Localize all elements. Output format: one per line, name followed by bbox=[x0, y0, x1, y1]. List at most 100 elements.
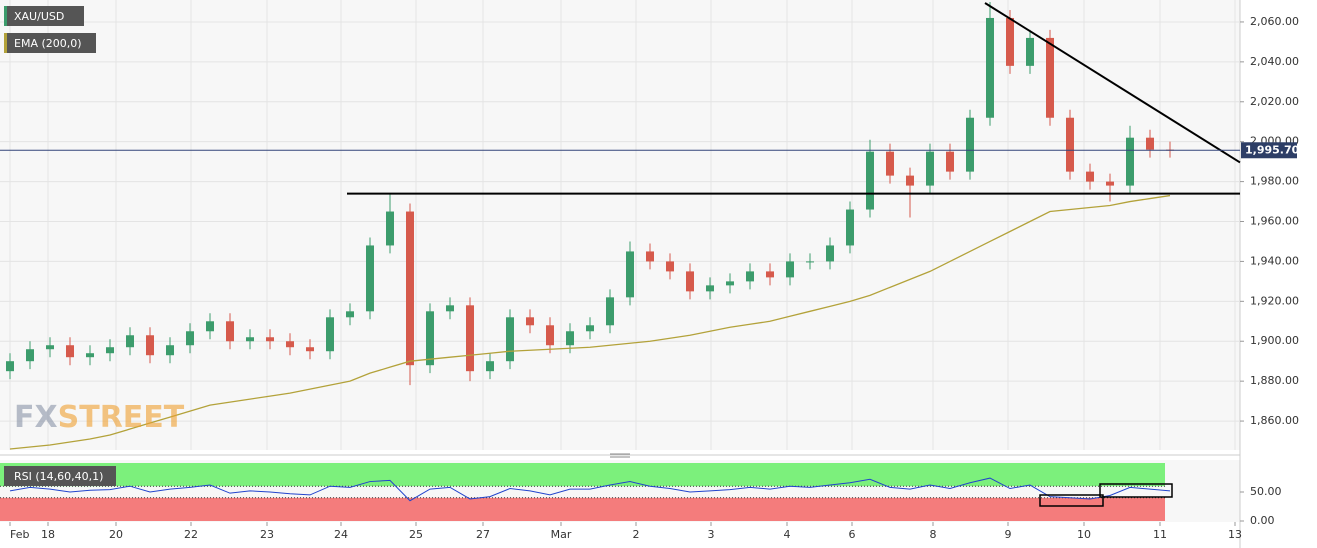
last-price-badge bbox=[1241, 142, 1297, 159]
x-tick-label: 9 bbox=[1005, 528, 1012, 541]
legend-box bbox=[4, 33, 96, 53]
legend-label: EMA (200,0) bbox=[14, 37, 82, 50]
candle-body bbox=[326, 317, 334, 352]
x-tick-label: 6 bbox=[849, 528, 856, 541]
legend-swatch bbox=[4, 33, 7, 53]
candle-body bbox=[746, 271, 754, 282]
candle-body bbox=[386, 211, 394, 246]
candle-body bbox=[466, 305, 474, 372]
y-tick-label: 1,940.00 bbox=[1250, 254, 1299, 267]
legend-label: XAU/USD bbox=[14, 10, 64, 23]
candle-body bbox=[666, 261, 674, 272]
rsi-title: RSI (14,60,40,1) bbox=[14, 470, 103, 483]
x-tick-label: 23 bbox=[260, 528, 274, 541]
x-tick-label: 4 bbox=[784, 528, 791, 541]
candle-body bbox=[806, 261, 814, 263]
legend-box bbox=[4, 6, 84, 26]
grid bbox=[0, 0, 1240, 521]
candle-body bbox=[1066, 117, 1074, 172]
candle-body bbox=[926, 151, 934, 186]
candle-body bbox=[366, 245, 374, 312]
candle-body bbox=[166, 345, 174, 356]
candle-body bbox=[6, 361, 14, 372]
watermark-part: FX bbox=[14, 400, 58, 435]
candle-body bbox=[1126, 137, 1134, 186]
x-tick-label: 13 bbox=[1228, 528, 1242, 541]
candle-body bbox=[286, 341, 294, 348]
last-price-label: 1,995.70 bbox=[1245, 143, 1300, 156]
candle-body bbox=[646, 251, 654, 262]
x-tick-label: 18 bbox=[41, 528, 55, 541]
candle-body bbox=[1006, 17, 1014, 66]
candle-body bbox=[726, 281, 734, 286]
annotation-box bbox=[1039, 494, 1104, 507]
candle-body bbox=[86, 353, 94, 358]
candle-body bbox=[26, 349, 34, 362]
y-tick-label: 1,960.00 bbox=[1250, 215, 1299, 228]
candle-body bbox=[246, 337, 254, 342]
y-tick-label: 1,860.00 bbox=[1250, 414, 1299, 427]
marks bbox=[6, 1, 1174, 502]
y-tick-label: 2,020.00 bbox=[1250, 95, 1299, 108]
candle-body bbox=[406, 211, 414, 366]
x-tick-label: 2 bbox=[633, 528, 640, 541]
x-tick-label: 3 bbox=[708, 528, 715, 541]
rsi-overbought-zone bbox=[0, 463, 1165, 487]
plot-area bbox=[0, 0, 1240, 450]
x-tick-label: Mar bbox=[551, 528, 572, 541]
candle-body bbox=[1046, 37, 1054, 118]
candle-body bbox=[986, 17, 994, 118]
candle-body bbox=[46, 345, 54, 350]
legend-swatch bbox=[4, 6, 7, 26]
candle-body bbox=[866, 151, 874, 210]
x-tick-label: 11 bbox=[1153, 528, 1167, 541]
candle-body bbox=[906, 175, 914, 186]
candle-body bbox=[306, 347, 314, 352]
candle-body bbox=[66, 345, 74, 358]
candle-body bbox=[106, 347, 114, 354]
rsi-oversold-zone bbox=[0, 497, 1165, 521]
x-tick-label: 25 bbox=[409, 528, 423, 541]
x-tick-label: 27 bbox=[476, 528, 490, 541]
candle-body bbox=[126, 335, 134, 348]
candle-body bbox=[1086, 171, 1094, 182]
trend-line bbox=[984, 2, 1241, 164]
candle-body bbox=[486, 361, 494, 372]
y-tick-label: 1,980.00 bbox=[1250, 175, 1299, 188]
candle-body bbox=[1106, 181, 1114, 186]
candle-body bbox=[426, 311, 434, 366]
y-tick-label: 1,880.00 bbox=[1250, 374, 1299, 387]
candle-body bbox=[786, 261, 794, 278]
candle-body bbox=[686, 271, 694, 292]
watermark-part: STREET bbox=[58, 400, 185, 435]
x-tick-label: 24 bbox=[334, 528, 348, 541]
rsi-line bbox=[9, 477, 1171, 502]
x-tick-label: 10 bbox=[1077, 528, 1091, 541]
candle-body bbox=[346, 311, 354, 318]
annotation-box bbox=[1099, 483, 1173, 498]
candle-body bbox=[626, 251, 634, 298]
x-tick-label: 20 bbox=[109, 528, 123, 541]
y-tick-label: 2,060.00 bbox=[1250, 15, 1299, 28]
candle-body bbox=[506, 317, 514, 362]
x-tick-label: 22 bbox=[184, 528, 198, 541]
candle-body bbox=[606, 297, 614, 326]
y-tick-label: 1,920.00 bbox=[1250, 294, 1299, 307]
candle-body bbox=[1146, 137, 1154, 150]
candle-body bbox=[766, 271, 774, 278]
candle-body bbox=[966, 117, 974, 172]
candle-body bbox=[846, 209, 854, 246]
candle-body bbox=[586, 325, 594, 332]
candle-body bbox=[1026, 37, 1034, 66]
legend: XAU/USD EMA (200,0) RSI (14,60,40,1) bbox=[4, 6, 116, 486]
candle-body bbox=[886, 151, 894, 176]
candle-body bbox=[146, 335, 154, 356]
candle-body bbox=[546, 325, 554, 346]
candle-body bbox=[826, 245, 834, 262]
candle-body bbox=[226, 321, 234, 342]
candle-body bbox=[446, 305, 454, 312]
candle-body bbox=[526, 317, 534, 326]
legend-box bbox=[4, 466, 116, 486]
watermark: FXSTREET bbox=[14, 400, 185, 435]
